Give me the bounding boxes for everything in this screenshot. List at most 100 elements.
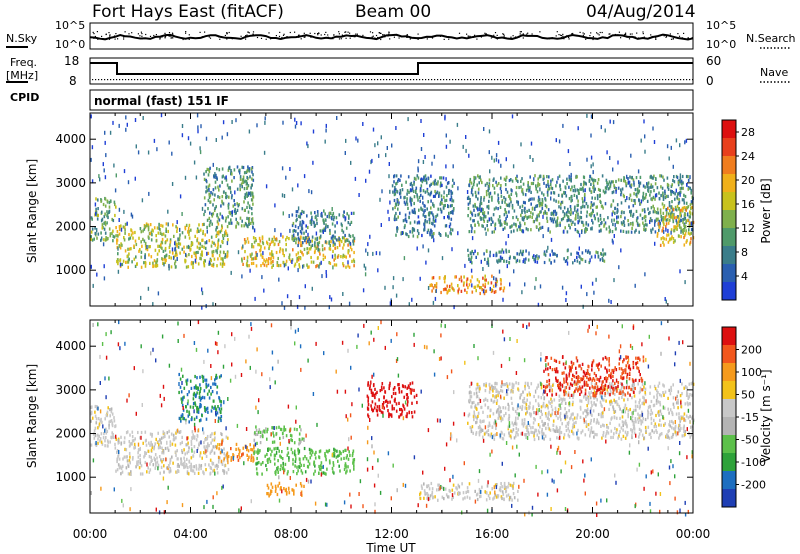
echo-cell <box>235 225 237 229</box>
echo-cell <box>116 238 119 242</box>
echo-cell <box>487 188 489 192</box>
echo-cell <box>474 213 477 217</box>
echo-cell <box>205 468 207 472</box>
echo-cell <box>123 236 125 240</box>
echo-cell <box>494 290 497 294</box>
echo-cell <box>650 183 653 187</box>
echo-cell <box>255 251 257 255</box>
echo-cell <box>208 183 211 187</box>
echo-cell <box>680 179 683 183</box>
echo-cell <box>522 200 525 204</box>
echo-cell <box>648 186 650 190</box>
echo-cell <box>417 198 419 202</box>
echo-cell <box>551 249 553 253</box>
noise-cell <box>577 220 579 225</box>
noise-dot <box>555 35 557 37</box>
echo-cell <box>498 215 501 219</box>
echo-cell <box>185 463 188 467</box>
noise-cell <box>241 274 243 279</box>
echo-cell <box>196 237 199 241</box>
echo-cell <box>139 461 142 465</box>
echo-cell <box>329 461 331 465</box>
noise-cell <box>99 177 101 182</box>
echo-cell <box>255 264 258 268</box>
echo-cell <box>154 442 156 446</box>
echo-cell <box>241 207 244 211</box>
noise-dot <box>572 32 574 35</box>
echo-cell <box>487 281 490 285</box>
echo-cell <box>532 181 535 186</box>
nave-dot <box>680 79 682 81</box>
echo-cell <box>549 217 552 221</box>
echo-cell <box>598 224 601 228</box>
echo-cell <box>181 450 184 455</box>
echo-cell <box>212 254 214 258</box>
noise-cell <box>395 293 398 298</box>
echo-cell <box>398 383 400 387</box>
echo-cell <box>684 194 687 199</box>
echo-cell <box>103 221 105 225</box>
echo-cell <box>186 409 188 413</box>
echo-cell <box>383 406 385 410</box>
echo-cell <box>538 222 541 226</box>
noise-cell <box>125 115 127 120</box>
echo-cell <box>597 251 599 255</box>
echo-cell <box>505 178 507 182</box>
echo-cell <box>219 212 222 216</box>
noise-cell <box>174 241 176 246</box>
nave-dot <box>407 79 409 81</box>
echo-cell <box>520 179 522 183</box>
echo-cell <box>492 284 495 288</box>
echo-cell <box>206 167 209 171</box>
echo-cell <box>659 208 662 212</box>
echo-cell <box>96 213 98 217</box>
echo-cell <box>218 254 221 258</box>
echo-cell <box>541 191 543 195</box>
echo-cell <box>222 216 224 220</box>
echo-cell <box>664 215 667 219</box>
echo-cell <box>544 198 547 202</box>
echo-cell <box>212 203 214 207</box>
echo-cell <box>270 240 273 244</box>
echo-cell <box>665 194 668 198</box>
echo-cell <box>483 292 486 296</box>
echo-cell <box>555 212 557 216</box>
echo-cell <box>109 414 111 418</box>
noise-cell <box>668 156 670 161</box>
echo-cell <box>541 206 544 211</box>
echo-cell <box>277 242 280 247</box>
echo-cell <box>213 175 215 179</box>
noise-cell <box>470 268 473 273</box>
echo-cell <box>286 235 288 240</box>
echo-cell <box>608 180 611 184</box>
noise-cell <box>644 134 646 139</box>
echo-cell <box>131 435 134 439</box>
echo-cell <box>533 254 535 258</box>
echo-cell <box>172 223 174 227</box>
echo-cell <box>315 450 317 454</box>
nave-dot <box>461 79 463 81</box>
noise-cell <box>282 120 284 125</box>
noise-dot <box>374 38 376 40</box>
noise-cell <box>385 153 387 158</box>
echo-cell <box>353 467 355 471</box>
echo-cell <box>458 277 461 281</box>
noise-cell <box>375 251 378 256</box>
noise-dot <box>568 38 570 40</box>
echo-cell <box>510 178 512 182</box>
echo-cell <box>253 444 255 448</box>
echo-cell <box>348 265 351 269</box>
echo-cell <box>502 227 504 231</box>
echo-cell <box>585 226 587 230</box>
echo-cell <box>435 215 437 219</box>
noise-cell <box>392 285 394 290</box>
echo-cell <box>176 253 178 257</box>
echo-cell <box>201 223 204 227</box>
noise-cell <box>187 244 190 249</box>
echo-cell <box>429 496 431 501</box>
echo-cell <box>566 182 568 186</box>
echo-cell <box>603 191 606 195</box>
noise-dot <box>406 36 409 38</box>
echo-cell <box>203 263 205 267</box>
echo-cell <box>271 440 274 444</box>
